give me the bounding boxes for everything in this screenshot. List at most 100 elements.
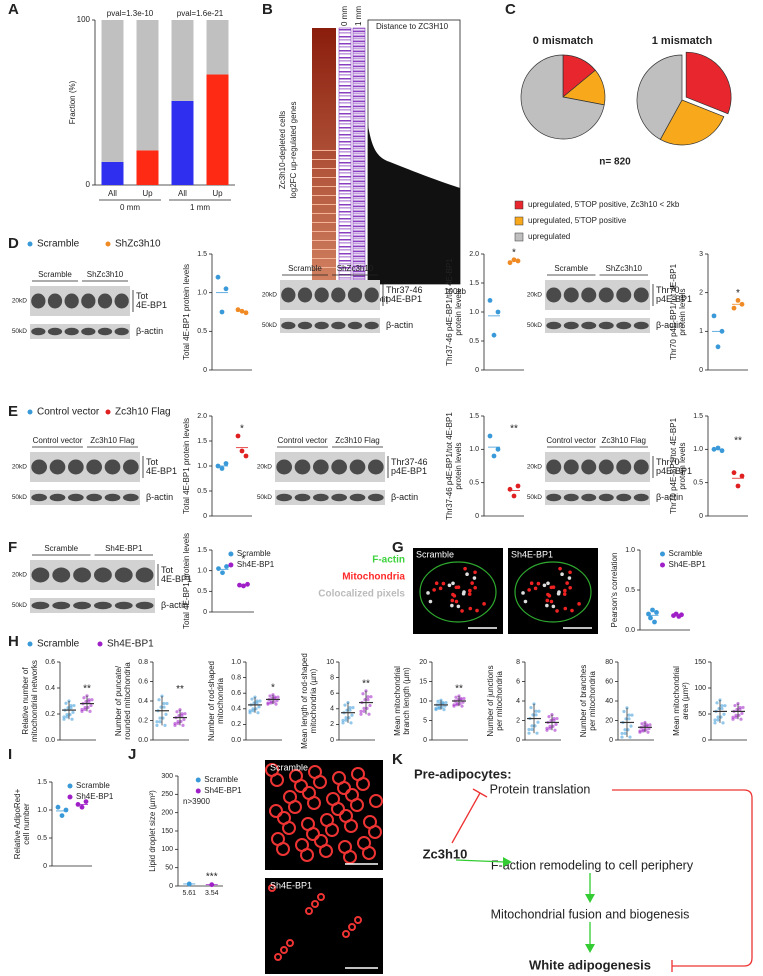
cloud-dot — [341, 718, 345, 722]
cloud-dot — [627, 713, 631, 717]
y-axis-label: Total 4E-BP1 protein levels — [182, 533, 191, 629]
y-tick-label: 250 — [161, 791, 173, 798]
cloud-dot — [731, 715, 735, 719]
cloud-dot — [548, 724, 552, 728]
cloud-dot — [460, 704, 464, 708]
legend-swatch — [514, 216, 524, 226]
cloud-dot — [734, 713, 738, 717]
blot-band — [598, 287, 614, 303]
legend-marker — [228, 562, 234, 568]
blot-band — [73, 601, 92, 610]
lane-group: Control vector — [278, 436, 328, 445]
lipid-droplet — [305, 907, 313, 915]
heatmap-stripe — [312, 267, 336, 268]
blot-strip — [280, 280, 380, 310]
y-tick-label: 0.6 — [231, 690, 241, 697]
motif-track — [352, 27, 366, 281]
organelle — [521, 591, 525, 595]
cloud-dot — [537, 709, 541, 713]
data-point — [235, 433, 241, 439]
data-point — [648, 615, 653, 621]
data-point — [507, 486, 513, 492]
organelle — [542, 583, 547, 588]
data-point — [186, 881, 192, 887]
y-tick-label: 0 — [699, 513, 703, 520]
cloud-dot — [344, 718, 348, 722]
y-axis-label: Number of rod-shaped — [207, 661, 216, 741]
bar-segment — [136, 20, 159, 151]
y-tick-label: 0.4 — [45, 685, 55, 692]
bar-segment — [101, 161, 124, 185]
data-point — [495, 309, 501, 315]
cloud-dot — [349, 721, 353, 725]
y-axis-label: Number of branches — [579, 665, 588, 737]
organelle — [468, 606, 473, 611]
y-tick-label: 10 — [326, 659, 334, 666]
cloud-dot — [741, 705, 745, 710]
blot-band — [563, 287, 579, 303]
cloud-dot — [183, 712, 187, 716]
blot-band — [49, 493, 66, 502]
lipid-droplet — [282, 821, 296, 835]
lipid-droplet — [300, 848, 314, 862]
y-axis-label: log2FC up-regulated genes — [289, 102, 298, 199]
lipid-droplet — [337, 781, 351, 795]
cloud-dot — [444, 700, 448, 705]
legend-label: Sh4E-BP1 — [669, 560, 707, 569]
blot-band — [616, 459, 632, 475]
panel-label: D — [8, 235, 19, 252]
blot-band — [49, 459, 66, 475]
cloud-dot — [720, 704, 724, 708]
blot-band — [598, 321, 614, 330]
y-tick-label: 1.5 — [197, 438, 207, 445]
y-tick-label: 0 — [203, 513, 207, 520]
data-point — [241, 583, 246, 589]
blot-band — [31, 601, 50, 610]
lane-group: ShZc3h10 — [337, 264, 374, 273]
marker-label: 50kD — [12, 602, 27, 609]
pie-slice — [520, 54, 605, 140]
organelle — [577, 602, 581, 606]
y-tick-label: 0.5 — [469, 480, 479, 487]
data-point — [219, 309, 225, 315]
cloud-dot — [155, 720, 159, 724]
blot-band — [97, 327, 113, 336]
y-tick-label: 0 — [330, 737, 334, 744]
pie-slice — [685, 51, 732, 115]
group-label: 1 mm — [190, 203, 210, 212]
significance: * — [512, 247, 516, 258]
y-tick-label: 20 — [419, 659, 427, 666]
channel-label: Colocalized pixels — [318, 589, 405, 600]
y-tick-label: 0 — [43, 863, 47, 870]
organelle — [546, 581, 550, 586]
data-point — [219, 466, 225, 471]
data-point — [515, 258, 521, 264]
y-axis-label: Relative number of — [21, 667, 30, 735]
blot-band — [331, 459, 348, 475]
panel-label: F — [8, 539, 17, 556]
blot-band — [31, 567, 50, 583]
marker-label: 20kD — [12, 298, 27, 305]
blot-band — [31, 293, 46, 309]
blot-band — [367, 493, 384, 502]
y-tick-label: 1.5 — [469, 413, 479, 420]
arrowhead — [503, 857, 512, 867]
y-tick-label: 50 — [165, 865, 173, 872]
cloud-dot — [351, 706, 355, 710]
legend-label: ShZc3h10 — [115, 239, 161, 250]
cloud-dot — [623, 731, 627, 736]
legend-label: upregulated, 5'TOP positive, Zc3h10 < 2k… — [528, 200, 680, 209]
organelle — [473, 570, 477, 575]
node: Mitochondrial fusion and biogenesis — [491, 907, 690, 921]
organelle — [567, 576, 572, 580]
legend-label: upregulated, 5'TOP positive — [528, 216, 627, 225]
cloud-dot — [733, 703, 737, 708]
cloud-dot — [180, 712, 184, 716]
lipid-droplet — [344, 819, 358, 833]
blot-band — [364, 321, 379, 330]
band-label: p4E-BP1 — [656, 294, 692, 304]
blot-band — [114, 601, 133, 610]
y-tick-label: 100 — [694, 685, 706, 692]
blot-band — [598, 459, 614, 475]
cloud-dot — [455, 701, 459, 706]
